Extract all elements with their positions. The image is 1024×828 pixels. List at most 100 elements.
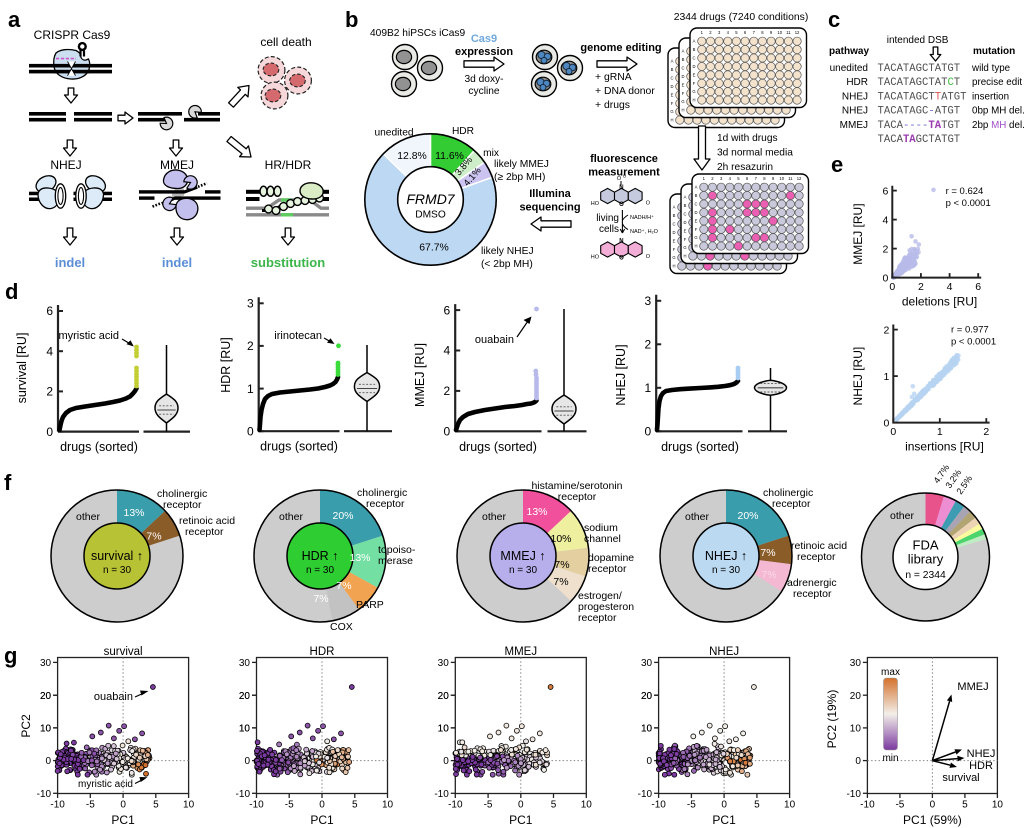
svg-text:6: 6 <box>882 185 888 197</box>
svg-text:7%: 7% <box>760 547 775 559</box>
svg-text:PC1: PC1 <box>712 813 736 827</box>
svg-text:6: 6 <box>444 303 451 317</box>
svg-text:unedited: unedited <box>830 63 868 74</box>
svg-text:p < 0.0001: p < 0.0001 <box>946 198 991 209</box>
svg-text:E: E <box>695 218 698 223</box>
svg-text:0: 0 <box>721 800 727 811</box>
svg-text:0: 0 <box>518 800 524 811</box>
svg-text:HO: HO <box>591 255 600 261</box>
svg-text:5: 5 <box>754 800 760 811</box>
svg-text:n = 2344: n = 2344 <box>905 570 946 581</box>
svg-text:FDA: FDA <box>913 538 939 553</box>
svg-text:HDR [RU]: HDR [RU] <box>219 337 233 393</box>
svg-text:PC2 (19%): PC2 (19%) <box>825 690 839 749</box>
svg-text:7: 7 <box>753 30 756 35</box>
svg-text:3: 3 <box>247 297 254 311</box>
svg-text:0: 0 <box>890 426 896 438</box>
svg-text:cholinergic: cholinergic <box>357 487 407 499</box>
svg-text:HO: HO <box>591 201 600 207</box>
svg-text:-10: -10 <box>37 789 52 800</box>
svg-text:E: E <box>684 228 687 233</box>
svg-text:20: 20 <box>641 691 653 702</box>
svg-text:7%: 7% <box>553 576 568 588</box>
svg-text:G: G <box>694 235 697 240</box>
svg-text:NHEJ ↑: NHEJ ↑ <box>705 549 747 563</box>
svg-text:10: 10 <box>438 723 450 734</box>
svg-text:PC2: PC2 <box>19 714 33 738</box>
svg-text:indel: indel <box>162 255 192 270</box>
svg-text:4: 4 <box>729 176 732 181</box>
svg-text:20: 20 <box>850 691 862 702</box>
svg-text:5: 5 <box>737 176 740 181</box>
svg-text:10: 10 <box>992 800 1004 811</box>
svg-text:9: 9 <box>772 176 775 181</box>
svg-text:12: 12 <box>795 30 800 35</box>
svg-text:MMEJ: MMEJ <box>505 646 538 658</box>
svg-text:B: B <box>695 193 698 198</box>
svg-text:D: D <box>692 64 695 69</box>
svg-text:2: 2 <box>46 385 53 399</box>
svg-text:409B2 hiPSCs iCas9: 409B2 hiPSCs iCas9 <box>370 28 465 39</box>
svg-text:2: 2 <box>983 426 989 438</box>
svg-text:MMEJ: MMEJ <box>840 120 868 131</box>
svg-text:HDR: HDR <box>969 760 993 772</box>
svg-text:DMSO: DMSO <box>415 210 446 221</box>
svg-text:10: 10 <box>641 723 653 734</box>
svg-text:H: H <box>692 98 695 103</box>
svg-text:1: 1 <box>703 176 706 181</box>
svg-text:D: D <box>683 220 686 225</box>
svg-text:30: 30 <box>850 658 862 669</box>
svg-text:receptor: receptor <box>558 491 597 503</box>
svg-text:HDR: HDR <box>310 646 335 658</box>
svg-text:6: 6 <box>746 176 749 181</box>
svg-text:TACA----TATGT: TACA----TATGT <box>878 120 961 132</box>
svg-text:NHEJ: NHEJ <box>50 158 81 172</box>
svg-text:NHEJ [RU]: NHEJ [RU] <box>851 347 865 406</box>
svg-text:receptor: receptor <box>163 499 202 511</box>
svg-text:30: 30 <box>641 658 653 669</box>
svg-text:TACATAGC-ATGT: TACATAGC-ATGT <box>878 106 961 118</box>
svg-text:-10: -10 <box>236 789 251 800</box>
svg-text:E: E <box>671 92 674 97</box>
svg-text:F: F <box>693 81 696 86</box>
svg-text:MMEJ ↑: MMEJ ↑ <box>500 549 545 563</box>
svg-text:irinotecan: irinotecan <box>274 330 322 342</box>
svg-text:20: 20 <box>239 691 251 702</box>
svg-text:C: C <box>683 212 686 217</box>
svg-text:+ DNA donor: + DNA donor <box>595 86 655 97</box>
svg-text:-10: -10 <box>651 800 666 811</box>
svg-text:cell death: cell death <box>260 35 311 49</box>
svg-text:N: N <box>619 238 623 244</box>
svg-text:2: 2 <box>711 176 714 181</box>
svg-text:A: A <box>695 185 698 190</box>
svg-text:D: D <box>672 230 675 235</box>
svg-text:genome editing: genome editing <box>580 42 661 54</box>
svg-text:g: g <box>4 643 17 668</box>
svg-text:13%: 13% <box>123 507 144 519</box>
svg-text:n = 30: n = 30 <box>306 565 335 576</box>
svg-text:living: living <box>596 213 619 224</box>
svg-text:2: 2 <box>247 339 254 353</box>
svg-text:D: D <box>681 74 684 79</box>
svg-text:precise edit: precise edit <box>972 77 1022 88</box>
svg-text:A: A <box>693 39 696 44</box>
svg-text:NHEJ: NHEJ <box>967 748 996 760</box>
svg-text:receptor: receptor <box>772 498 811 510</box>
svg-text:12: 12 <box>797 176 802 181</box>
svg-text:8: 8 <box>763 176 766 181</box>
svg-text:F: F <box>673 247 676 252</box>
svg-text:wild type: wild type <box>971 63 1011 74</box>
svg-text:1: 1 <box>701 30 704 35</box>
svg-text:drugs (sorted): drugs (sorted) <box>661 440 739 454</box>
svg-text:5: 5 <box>735 30 738 35</box>
svg-text:E: E <box>693 72 696 77</box>
svg-text:cells: cells <box>599 224 619 235</box>
svg-text:estrogen/: estrogen/ <box>578 590 622 602</box>
svg-text:-5: -5 <box>484 800 493 811</box>
svg-text:20: 20 <box>239 691 251 702</box>
svg-text:7%: 7% <box>761 569 776 581</box>
svg-text:PC1: PC1 <box>310 813 334 827</box>
svg-text:O: O <box>646 201 651 207</box>
svg-text:pathway: pathway <box>829 46 869 57</box>
svg-text:B: B <box>693 47 696 52</box>
